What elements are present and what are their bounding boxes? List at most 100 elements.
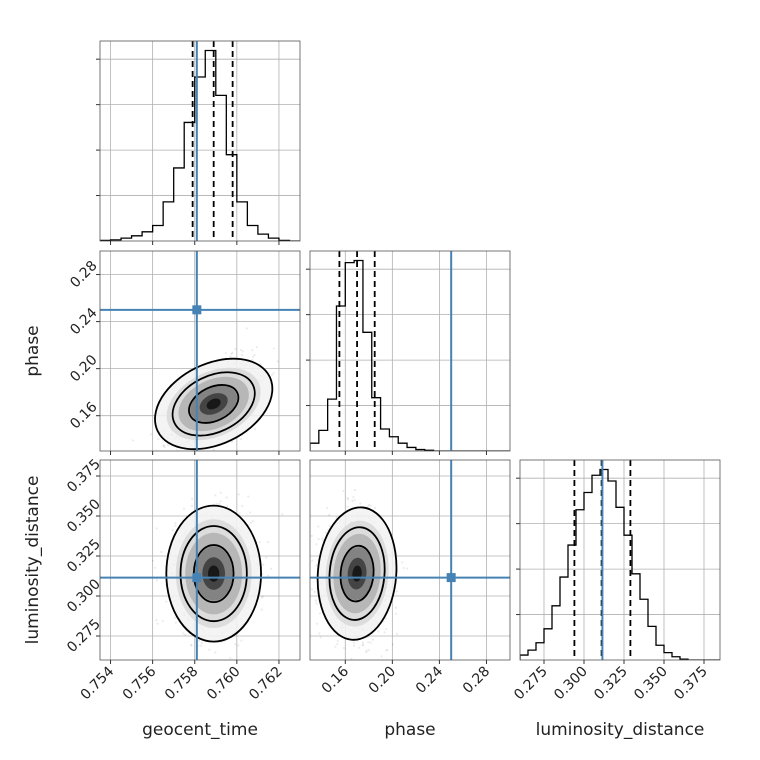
sample-point bbox=[237, 493, 240, 496]
sample-point bbox=[281, 513, 284, 516]
sample-point bbox=[315, 564, 318, 567]
y-tick-label-phase-2: 0.24 bbox=[67, 305, 100, 338]
sample-point bbox=[190, 504, 194, 508]
sample-point bbox=[191, 497, 194, 500]
x-tick-label-luminosity_distance-3: 0.350 bbox=[631, 664, 671, 704]
truth-marker-phase-luminosity_distance bbox=[446, 573, 456, 583]
sample-point bbox=[362, 643, 365, 646]
panels-layer: 0.754 0.756 0.758 0.760 0.762 0.16 0.20 0.24 0.2… bbox=[64, 40, 721, 704]
sample-point bbox=[367, 503, 371, 507]
sample-point bbox=[347, 498, 350, 501]
histogram-step-luminosity_distance bbox=[520, 468, 720, 660]
contour-1 bbox=[171, 371, 256, 437]
sample-point bbox=[182, 632, 185, 635]
sample-point bbox=[359, 666, 361, 668]
sample-point bbox=[318, 612, 321, 615]
contour-1 bbox=[179, 525, 248, 623]
sample-point bbox=[374, 506, 377, 509]
sample-point bbox=[231, 351, 234, 354]
y-tick-label-phase-3: 0.28 bbox=[67, 258, 100, 291]
sample-point bbox=[248, 511, 252, 514]
contour-0 bbox=[165, 504, 262, 643]
sample-point bbox=[328, 513, 331, 517]
sample-point bbox=[318, 632, 321, 635]
sample-point bbox=[301, 608, 303, 610]
density-geocent_time-luminosity_distance bbox=[165, 504, 262, 643]
sample-point bbox=[240, 354, 244, 357]
sample-point bbox=[391, 643, 394, 646]
x-tick-label-geocent_time-3: 0.760 bbox=[204, 664, 244, 704]
sample-point bbox=[234, 347, 237, 350]
sample-point bbox=[369, 504, 372, 507]
sample-point bbox=[219, 500, 222, 503]
sample-point bbox=[261, 595, 265, 598]
sample-point bbox=[218, 502, 221, 506]
sample-point bbox=[353, 498, 356, 502]
sample-point bbox=[321, 537, 324, 540]
sample-point bbox=[352, 641, 356, 644]
sample-point bbox=[251, 355, 255, 358]
sample-point bbox=[238, 512, 241, 515]
sample-point bbox=[361, 641, 365, 644]
sample-point bbox=[151, 559, 155, 562]
sample-point bbox=[215, 502, 218, 505]
sample-point bbox=[272, 347, 275, 350]
sample-point bbox=[361, 644, 364, 647]
sample-point bbox=[383, 631, 386, 634]
y-tick-label-phase-1: 0.20 bbox=[67, 352, 100, 385]
x-axis-label-phase: phase bbox=[384, 720, 435, 740]
sample-point bbox=[394, 606, 397, 609]
sample-point bbox=[385, 627, 388, 631]
sample-point bbox=[225, 496, 228, 499]
x-axis-label-geocent-time: geocent_time bbox=[142, 720, 258, 740]
sample-point bbox=[241, 504, 244, 507]
sample-point bbox=[244, 665, 246, 667]
sample-point bbox=[358, 646, 361, 649]
sample-point bbox=[353, 488, 357, 492]
sample-point bbox=[162, 445, 165, 448]
sample-point bbox=[395, 612, 398, 615]
sample-point bbox=[156, 622, 159, 625]
sample-point bbox=[366, 505, 369, 508]
contour-2 bbox=[339, 544, 375, 603]
sample-point bbox=[367, 649, 371, 652]
sample-point bbox=[260, 596, 263, 599]
truth-marker-geocent_time-luminosity_distance bbox=[192, 573, 202, 583]
sample-point bbox=[230, 352, 233, 355]
sample-point bbox=[200, 644, 203, 647]
sample-point bbox=[310, 534, 313, 537]
density-geocent_time-phase bbox=[154, 357, 274, 451]
sample-point bbox=[384, 617, 388, 620]
sample-point bbox=[194, 455, 196, 457]
sample-point bbox=[162, 443, 166, 447]
sample-point bbox=[342, 646, 345, 650]
sample-point bbox=[328, 525, 331, 528]
sample-point bbox=[351, 499, 354, 502]
sample-point bbox=[190, 643, 193, 646]
sample-point bbox=[395, 632, 398, 635]
sample-point bbox=[208, 648, 211, 651]
sample-point bbox=[251, 358, 254, 362]
sample-point bbox=[265, 556, 268, 559]
x-tick-label-luminosity_distance-1: 0.300 bbox=[551, 664, 591, 704]
sample-point bbox=[377, 630, 380, 633]
sample-point bbox=[224, 351, 227, 355]
sample-point bbox=[234, 643, 237, 646]
scatter-geocent_time-phase bbox=[100, 251, 300, 465]
scatter-phase-luminosity_distance bbox=[301, 460, 510, 668]
sample-point bbox=[171, 529, 174, 532]
sample-point bbox=[385, 649, 388, 652]
sample-point bbox=[154, 566, 157, 569]
sample-point bbox=[178, 463, 180, 465]
sample-point bbox=[311, 559, 314, 562]
sample-point bbox=[174, 621, 178, 624]
sample-point bbox=[251, 349, 254, 352]
sample-point bbox=[155, 579, 159, 582]
sample-point bbox=[237, 644, 240, 647]
sample-point bbox=[324, 531, 328, 534]
sample-point bbox=[350, 657, 353, 660]
sample-point bbox=[165, 600, 168, 603]
sample-point bbox=[173, 616, 176, 619]
sample-point bbox=[310, 588, 314, 591]
y-axis-label-phase: phase bbox=[23, 325, 43, 376]
